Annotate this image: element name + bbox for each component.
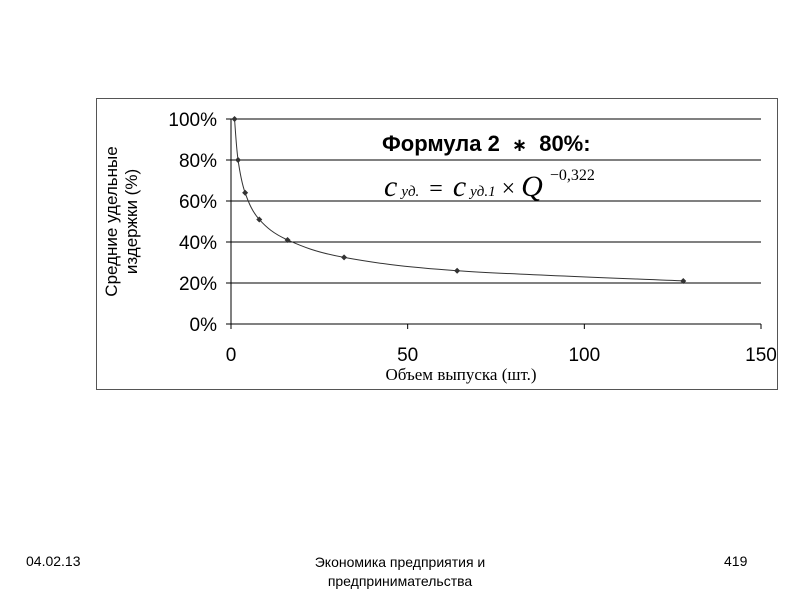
annotation-title-part1: Формула 2 xyxy=(382,131,500,156)
data-point xyxy=(231,116,238,122)
chart-frame: 0% 20% 40% 60% 80% 100% 0 50 100 150 Объем выпуска… xyxy=(96,98,778,390)
footer-title: Экономика предприятия и предпринимательс… xyxy=(314,554,486,589)
x-tick-label: 150 xyxy=(745,345,777,366)
x-axis-label: Объем выпуска (шт.) xyxy=(385,365,536,384)
formula-rhs-var: c xyxy=(453,170,466,203)
y-tick-label: 0% xyxy=(190,315,218,336)
y-tick-label: 60% xyxy=(179,192,217,213)
footer-page-number: 419 xyxy=(724,553,748,569)
svg-text:Формула 2 ∗ 80: Формула 2 ∗ 80%: xyxy=(382,131,591,156)
chart: 0% 20% 40% 60% 80% 100% 0 50 100 150 Объем выпуска… xyxy=(102,110,777,384)
annotation-title-symbol: ∗ xyxy=(512,135,527,156)
data-point xyxy=(242,189,249,196)
footer-date: 04.02.13 xyxy=(26,553,81,569)
x-tick-label: 100 xyxy=(568,345,600,366)
y-tick-label: 80% xyxy=(179,151,217,172)
data-point xyxy=(256,216,263,223)
y-axis-label-line: издержки (%) xyxy=(122,169,141,274)
formula-q: Q xyxy=(521,170,543,203)
annotation-title-part2: 80%: xyxy=(539,131,590,156)
formula-lhs-sub: уд. xyxy=(399,184,419,200)
y-tick-label: 100% xyxy=(168,110,217,131)
y-tick-label: 40% xyxy=(179,233,217,254)
data-point xyxy=(235,157,242,163)
x-tick-label: 0 xyxy=(226,345,237,366)
y-tick-label: 20% xyxy=(179,274,217,295)
formula-times: × xyxy=(502,176,516,202)
y-axis-label-line: Средние удельные xyxy=(102,146,121,296)
data-point xyxy=(680,277,687,284)
data-point xyxy=(284,236,291,243)
formula-rhs-sub: уд.1 xyxy=(468,184,495,200)
formula-exponent: −0,322 xyxy=(550,167,595,184)
formula-equals: = xyxy=(429,176,443,202)
x-tick-label: 50 xyxy=(397,345,418,366)
data-point xyxy=(341,254,348,261)
data-point xyxy=(454,267,461,274)
formula-lhs-var: c xyxy=(384,170,397,203)
formula: c уд. = c уд.1 × Q −0,322 xyxy=(384,167,595,203)
